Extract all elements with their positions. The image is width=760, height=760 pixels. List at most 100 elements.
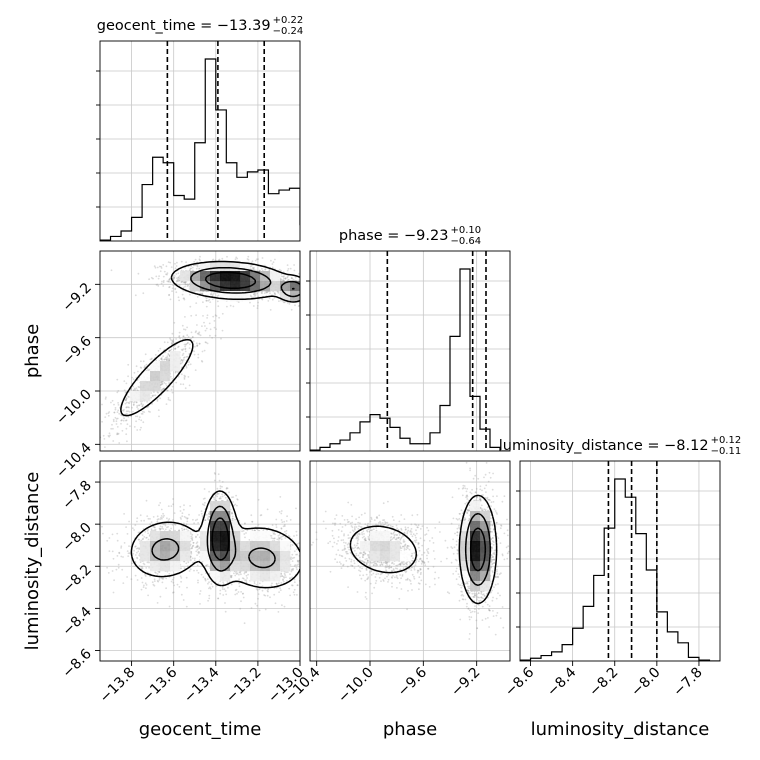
scatter-panel-phase-luminosity_distance <box>309 460 511 662</box>
title-prefix: geocent_time = <box>97 18 217 34</box>
density-cell <box>210 271 221 282</box>
density-cell <box>480 511 491 522</box>
y-tick-label: −7.8 <box>59 478 94 513</box>
density-cell <box>220 561 231 572</box>
density-cell <box>140 371 151 382</box>
density-cell <box>280 551 291 562</box>
density-cell <box>270 561 281 572</box>
density-cell <box>150 561 161 572</box>
density-cell <box>210 571 221 582</box>
x-tick-label: −9.2 <box>448 665 483 700</box>
density-cell <box>230 561 241 572</box>
title-prefix: luminosity_distance = <box>499 438 664 454</box>
x-tick-label: −13.8 <box>97 665 139 707</box>
density-cell <box>220 271 231 282</box>
density-cell <box>210 531 221 542</box>
density-contour <box>190 266 300 298</box>
density-cell <box>200 531 211 542</box>
density-cell <box>240 281 251 292</box>
density-cell <box>260 561 271 572</box>
density-contour <box>120 260 300 417</box>
density-cell <box>460 571 471 582</box>
density-cell <box>180 541 191 552</box>
density-cell <box>380 551 391 562</box>
density-cell <box>180 551 191 562</box>
scatter-panel-geocent_time-luminosity_distance <box>99 460 301 662</box>
density-cell <box>370 551 381 562</box>
density-cell <box>280 281 291 292</box>
density-cell <box>380 531 391 542</box>
histogram-phase <box>310 268 510 451</box>
density-cell <box>140 551 151 562</box>
density-cell <box>290 281 300 292</box>
density-cell <box>170 351 181 362</box>
density-cell <box>170 531 181 542</box>
density-contour <box>469 527 487 572</box>
density-cell <box>240 271 251 282</box>
density-cell <box>370 541 381 552</box>
density-cell <box>160 561 171 572</box>
density-cell <box>250 281 261 292</box>
density-cell <box>470 571 481 582</box>
density-cell <box>270 571 281 582</box>
x-tick-label: −8.0 <box>628 665 663 700</box>
density-cell <box>470 511 481 522</box>
density-cell <box>240 541 251 552</box>
density-cell <box>220 511 231 522</box>
density-cell <box>230 271 241 282</box>
density-cell <box>190 281 201 292</box>
density-cell <box>190 271 201 282</box>
density-contour <box>211 517 230 561</box>
density-cell <box>470 501 481 512</box>
density-cell <box>170 561 181 572</box>
density-cell <box>180 531 191 542</box>
title-minus: −0.11 <box>711 446 742 457</box>
panel-frame <box>99 250 301 452</box>
density-cell <box>160 541 171 552</box>
x-tick-label: −7.8 <box>670 665 705 700</box>
density-cell <box>210 261 221 272</box>
density-cell <box>260 281 271 292</box>
density-cell <box>260 551 271 562</box>
density-cell <box>140 381 151 392</box>
density-cell <box>160 361 171 372</box>
x-axis-label: phase <box>383 719 437 740</box>
histogram-geocent_time <box>100 58 300 241</box>
x-tick-label: −13.2 <box>223 665 265 707</box>
density-cell <box>480 521 491 532</box>
scatter-area <box>100 251 300 448</box>
scatter-panel-geocent_time-phase <box>99 250 301 452</box>
x-tick-label: −13.6 <box>139 664 181 706</box>
density-cell <box>210 521 221 532</box>
y-tick-label: −9.2 <box>59 280 94 315</box>
density-cell <box>200 551 211 562</box>
density-cell <box>200 521 211 532</box>
density-cell <box>230 291 241 302</box>
density-cell <box>150 531 161 542</box>
panel-title: luminosity_distance = −8.12 <box>499 438 709 454</box>
density-cell <box>480 561 491 572</box>
density-cell <box>170 361 181 372</box>
x-tick-label: −8.6 <box>502 664 537 699</box>
title-minus: −0.24 <box>273 26 304 37</box>
title-value: −9.23 <box>404 228 448 244</box>
density-cell <box>250 541 261 552</box>
title-prefix: phase = <box>339 228 404 244</box>
density-cell <box>250 271 261 282</box>
y-tick-label: −8.2 <box>59 562 94 597</box>
density-cell <box>390 551 401 562</box>
density-cell <box>480 531 491 542</box>
density-cell <box>220 571 231 582</box>
panel-frame <box>99 460 301 662</box>
density-cell <box>460 531 471 542</box>
density-cell <box>220 521 231 532</box>
density-cell <box>280 541 291 552</box>
density-contour <box>151 505 276 572</box>
density-contour <box>349 494 498 605</box>
density-cell <box>470 521 481 532</box>
panel-frame <box>309 460 511 662</box>
density-cell <box>230 261 241 272</box>
density-contour <box>464 512 492 587</box>
y-tick-label: −8.0 <box>59 520 94 555</box>
